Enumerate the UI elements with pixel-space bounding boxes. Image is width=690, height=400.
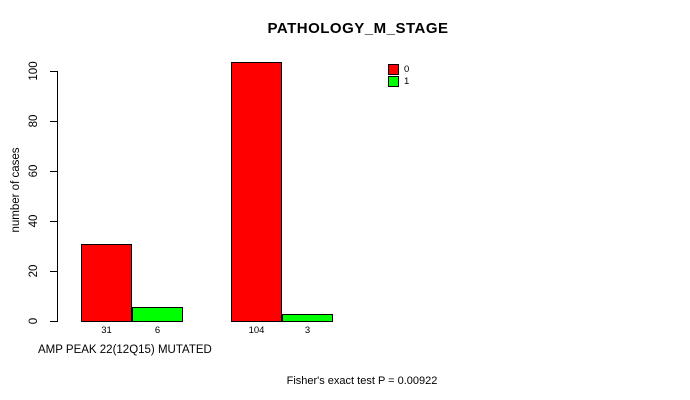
y-tick	[50, 221, 58, 222]
y-axis	[57, 71, 58, 321]
bar-value-label: 31	[101, 325, 112, 336]
legend-swatch	[388, 63, 399, 75]
legend-item: 0	[388, 63, 409, 75]
y-tick-label: 40	[28, 214, 40, 228]
legend-item: 1	[388, 75, 409, 87]
bar-series-1	[132, 307, 183, 322]
y-tick	[50, 271, 58, 272]
bar-value-label: 6	[154, 325, 161, 336]
bar-series-0	[81, 244, 132, 322]
y-tick-label: 20	[28, 264, 40, 278]
bar-series-0	[231, 62, 282, 322]
y-tick-label: 80	[28, 114, 40, 128]
legend-swatch	[388, 75, 399, 87]
y-tick-label: 60	[28, 164, 40, 178]
bar-value-label: 104	[248, 325, 265, 336]
chart-title: PATHOLOGY_M_STAGE	[267, 20, 449, 37]
y-tick	[50, 321, 58, 322]
y-tick	[50, 71, 58, 72]
annotation-fisher-test: Fisher's exact test P = 0.00922	[286, 375, 438, 387]
legend-label: 0	[404, 63, 410, 75]
bar-value-label: 3	[304, 325, 311, 336]
y-axis-label: number of cases	[10, 147, 22, 233]
y-tick	[50, 121, 58, 122]
y-tick-label: 100	[28, 61, 40, 81]
y-tick	[50, 171, 58, 172]
bar-series-1	[282, 314, 333, 322]
x-axis-label: AMP PEAK 22(12Q15) MUTATED	[38, 344, 212, 356]
y-tick-label: 0	[28, 317, 40, 325]
legend-label: 1	[404, 75, 410, 87]
